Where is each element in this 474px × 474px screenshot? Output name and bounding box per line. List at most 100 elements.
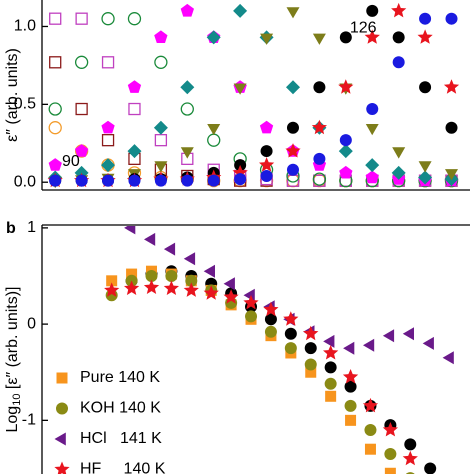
point [284, 342, 297, 355]
point [74, 55, 89, 69]
point [339, 165, 353, 179]
legend-label: Pure 140 K [80, 369, 160, 386]
point [154, 161, 168, 173]
point [442, 351, 454, 365]
point [144, 232, 156, 246]
point [422, 336, 434, 350]
point [445, 12, 458, 25]
y-tick-label: 1.0 [14, 18, 36, 35]
point [366, 103, 379, 116]
point [101, 56, 115, 69]
point [260, 169, 273, 182]
point [445, 169, 458, 181]
point [312, 172, 327, 186]
point [312, 33, 326, 45]
point [392, 56, 405, 69]
point [183, 252, 196, 266]
point [342, 369, 359, 384]
point [284, 327, 297, 340]
point [154, 134, 168, 147]
point [180, 102, 194, 116]
point [106, 275, 118, 287]
point [223, 289, 239, 304]
legend-label: HF 140 K [80, 461, 166, 474]
point [424, 462, 437, 474]
y-tick-label: 0.5 [14, 96, 36, 113]
point [102, 174, 115, 187]
point [153, 120, 168, 135]
point [75, 12, 88, 25]
point [154, 30, 168, 43]
point [206, 30, 221, 45]
point [185, 274, 198, 287]
point [286, 80, 300, 95]
point [366, 4, 379, 17]
point [101, 158, 115, 173]
point [418, 170, 433, 185]
point [404, 438, 417, 451]
point [48, 121, 62, 135]
point [180, 80, 195, 95]
point [382, 329, 395, 343]
y-tick-label: 0 [27, 315, 36, 332]
legend-label: HCl 141 K [80, 430, 162, 447]
point [323, 345, 339, 360]
y-axis-label: Log10 [ε″ (arb. units)] [4, 287, 23, 433]
point [325, 390, 337, 402]
point [391, 165, 406, 180]
point [417, 29, 433, 44]
point [75, 102, 88, 116]
point [365, 124, 379, 136]
point [48, 158, 62, 171]
point [48, 102, 62, 116]
point [180, 3, 194, 17]
point [127, 12, 142, 26]
point [223, 277, 235, 291]
point [243, 294, 259, 310]
point [143, 279, 160, 294]
point [165, 270, 178, 282]
point [124, 226, 136, 235]
point [154, 55, 168, 69]
point [283, 311, 299, 326]
y-tick-label: 1 [27, 219, 36, 236]
point [207, 174, 220, 187]
point [126, 268, 138, 280]
point [75, 144, 89, 157]
point [233, 3, 248, 18]
legend-label: KOH 140 K [80, 400, 161, 417]
point [233, 83, 247, 95]
point [364, 423, 377, 436]
point [145, 270, 158, 282]
point [364, 29, 380, 44]
point [163, 280, 179, 295]
point [128, 174, 141, 187]
series-label: 126 [350, 19, 377, 36]
point [207, 133, 221, 147]
point [263, 301, 279, 317]
point [49, 12, 62, 25]
point [313, 152, 326, 165]
point [324, 361, 337, 374]
legend-marker [56, 372, 68, 384]
y-axis-label: ε″ (arb. units) [4, 48, 21, 142]
point [362, 397, 379, 413]
point [259, 120, 274, 134]
point [364, 443, 376, 455]
point [124, 280, 140, 295]
point [49, 56, 62, 69]
point [104, 282, 120, 297]
point [344, 399, 357, 412]
point [419, 12, 432, 25]
point [443, 79, 460, 94]
point [345, 414, 357, 426]
legend-marker [54, 461, 70, 474]
point [203, 264, 215, 278]
point [101, 12, 115, 26]
point [260, 145, 273, 158]
point [365, 158, 380, 173]
point [313, 81, 326, 94]
y-label-sub: 10 [11, 394, 23, 406]
point [392, 31, 405, 44]
